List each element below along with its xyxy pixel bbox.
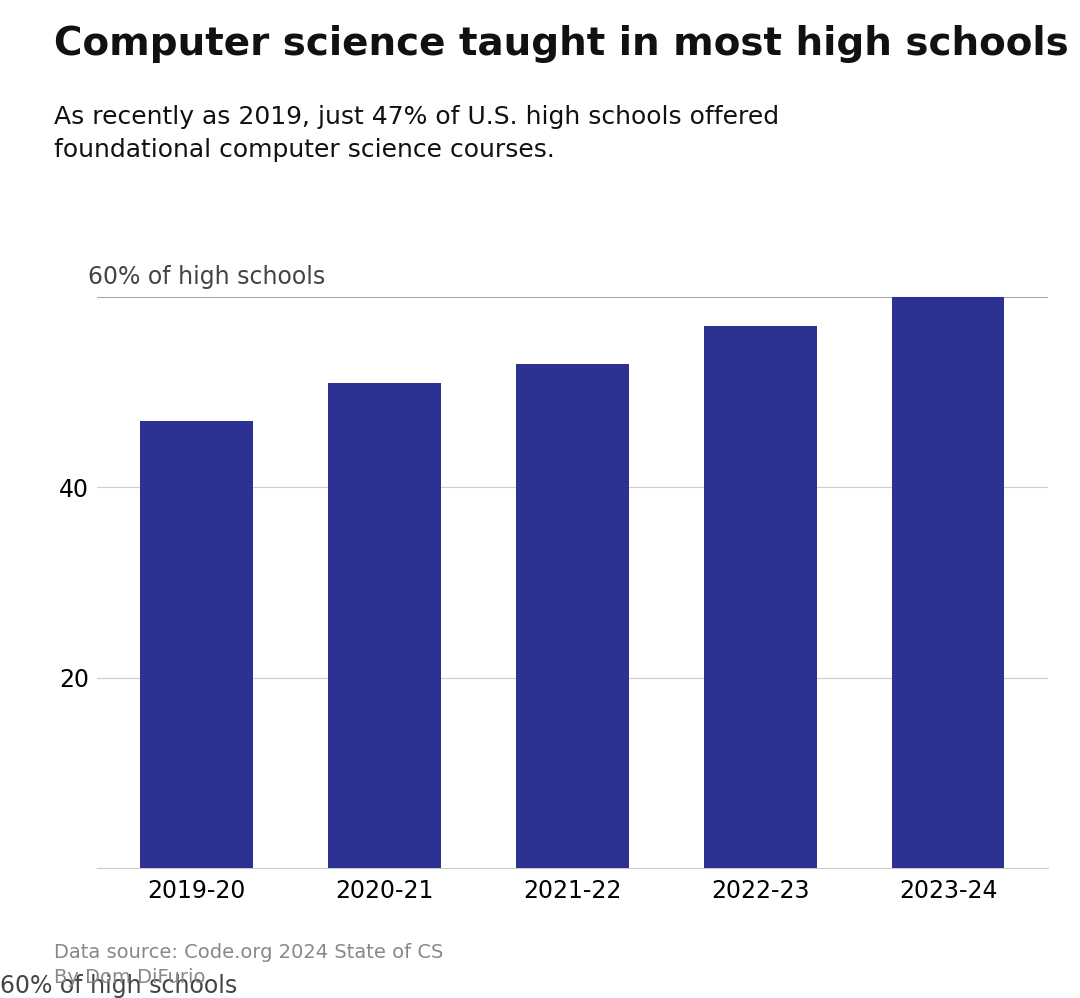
Text: Data source: Code.org 2024 State of CS: Data source: Code.org 2024 State of CS (54, 943, 444, 962)
Text: As recently as 2019, just 47% of U.S. high schools offered
foundational computer: As recently as 2019, just 47% of U.S. hi… (54, 105, 779, 163)
Text: By Dom DiFurio: By Dom DiFurio (54, 968, 205, 987)
Text: 60% of high schools: 60% of high schools (87, 265, 325, 289)
Bar (892, 297, 1004, 868)
Bar (704, 325, 816, 868)
Bar (140, 421, 253, 868)
Bar (516, 363, 629, 868)
Bar (328, 383, 441, 868)
Text: 60% of high schools: 60% of high schools (0, 974, 238, 998)
Text: Computer science taught in most high schools: Computer science taught in most high sch… (54, 25, 1069, 63)
